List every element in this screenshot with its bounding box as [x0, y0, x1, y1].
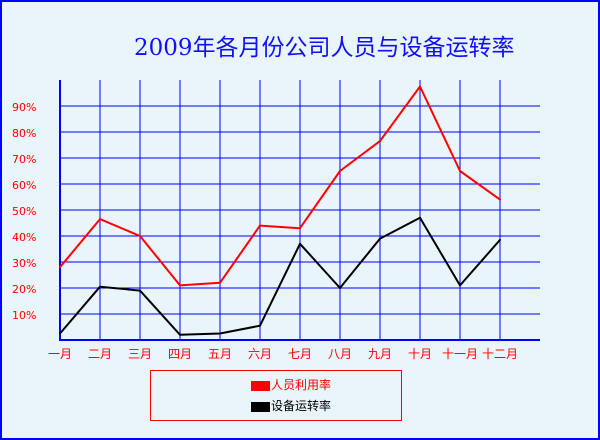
y-tick-label: 50%: [12, 205, 36, 218]
x-tick-label: 十一月: [442, 347, 478, 361]
y-tick-label: 70%: [12, 153, 36, 166]
chart-title: 2009年各月份公司人员与设备运转率: [134, 35, 515, 61]
x-tick-label: 五月: [208, 347, 232, 361]
data-point: [59, 332, 61, 335]
y-tick-label: 10%: [12, 309, 36, 322]
legend-item-staff: 人员利用率: [251, 377, 331, 393]
y-tick-label: 30%: [12, 257, 36, 270]
data-point: [259, 224, 261, 227]
data-point: [219, 281, 221, 284]
data-point: [379, 140, 381, 143]
data-point: [219, 332, 221, 335]
data-point: [259, 324, 261, 327]
x-tick-label: 十二月: [482, 347, 518, 361]
data-point: [299, 227, 301, 230]
data-point: [299, 242, 301, 245]
series-line-1: [59, 216, 501, 336]
y-tick-label: 60%: [12, 179, 36, 192]
x-tick-label: 一月: [48, 347, 72, 361]
data-point: [459, 170, 461, 172]
x-tick-label: 九月: [368, 347, 392, 361]
data-point: [419, 216, 421, 219]
data-point: [339, 170, 341, 172]
x-tick-label: 四月: [168, 347, 192, 361]
x-tick-label: 六月: [248, 347, 272, 361]
y-tick-label: 80%: [12, 127, 36, 140]
series-line-0: [59, 85, 501, 287]
data-point: [99, 285, 101, 288]
x-tick-label: 二月: [88, 347, 112, 361]
legend-label: 人员利用率: [271, 378, 332, 392]
x-tick-label: 七月: [288, 347, 312, 361]
data-point: [139, 235, 141, 237]
x-tick-label: 三月: [128, 347, 152, 361]
data-point: [499, 198, 501, 201]
data-point: [379, 237, 381, 240]
data-point: [499, 238, 501, 241]
legend: 人员利用率 设备运转率: [150, 370, 402, 421]
y-tick-label: 40%: [12, 231, 36, 244]
data-point: [419, 85, 421, 88]
data-point: [99, 218, 101, 221]
legend-label: 设备运转率: [271, 399, 332, 413]
x-tick-label: 八月: [328, 347, 352, 361]
x-tick-label: 十月: [408, 347, 432, 361]
data-point: [179, 284, 181, 287]
data-point: [459, 284, 461, 287]
legend-swatch-black: [251, 401, 270, 412]
data-point: [179, 333, 181, 336]
y-tick-label: 20%: [12, 283, 36, 296]
legend-swatch-red: [251, 380, 270, 391]
data-point: [59, 266, 61, 269]
y-tick-label: 90%: [12, 101, 36, 114]
data-point: [139, 289, 141, 292]
legend-item-equipment: 设备运转率: [251, 398, 331, 414]
data-point: [339, 287, 341, 289]
